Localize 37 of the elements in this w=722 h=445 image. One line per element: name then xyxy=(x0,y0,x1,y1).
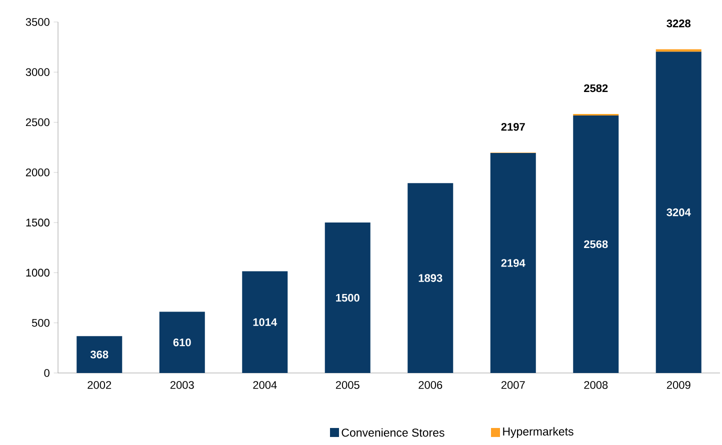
bar xyxy=(490,152,536,373)
x-tick-label: 2003 xyxy=(170,381,194,389)
x-tick-label: 2004 xyxy=(253,381,277,389)
bar xyxy=(408,183,454,373)
bar xyxy=(656,52,702,373)
data-label: 610 xyxy=(173,338,191,346)
x-tick-label: 2009 xyxy=(666,381,690,389)
bar xyxy=(324,222,370,373)
bar xyxy=(573,115,619,373)
y-tick-label: 3000 xyxy=(26,68,50,76)
x-tick-label: 2002 xyxy=(88,381,112,389)
y-tick-label: 2500 xyxy=(26,118,50,126)
total-label: 3228 xyxy=(666,20,691,28)
data-label: 1014 xyxy=(253,318,278,326)
total-label: 2197 xyxy=(501,122,525,131)
y-tick-label: 0 xyxy=(44,369,50,377)
y-tick-label: 3500 xyxy=(26,18,50,26)
y-tick-label: 1500 xyxy=(26,218,50,226)
legend-label: Convenience Stores xyxy=(342,428,444,437)
data-label: 3204 xyxy=(666,208,691,216)
y-tick-label: 1000 xyxy=(26,268,50,277)
data-label: 1893 xyxy=(418,274,442,282)
x-tick-label: 2007 xyxy=(501,381,525,389)
data-label: 2568 xyxy=(584,240,608,248)
bar xyxy=(242,271,288,373)
bar xyxy=(159,312,205,373)
data-label: 2194 xyxy=(501,259,526,267)
data-label: 368 xyxy=(90,350,108,358)
y-tick-label: 500 xyxy=(32,318,50,327)
x-tick-label: 2006 xyxy=(418,381,442,389)
data-label: 1500 xyxy=(336,294,360,302)
x-tick-label: 2008 xyxy=(584,381,608,389)
bar xyxy=(76,336,122,373)
y-tick-label: 2000 xyxy=(26,168,50,176)
total-label: 2582 xyxy=(584,84,608,92)
x-tick-label: 2005 xyxy=(336,381,360,389)
legend-label: Hypermarkets xyxy=(503,427,574,438)
